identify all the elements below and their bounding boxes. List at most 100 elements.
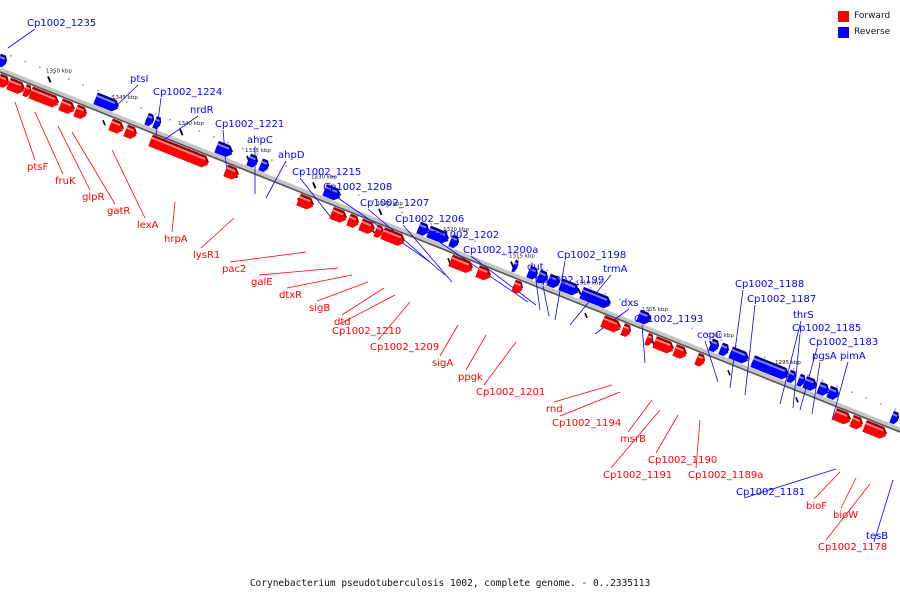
- scale-dot: [720, 339, 723, 341]
- reverse-gene-leader: [873, 479, 894, 543]
- forward-gene-leader: [316, 281, 369, 302]
- forward-gene-block: [296, 193, 315, 210]
- forward-gene-leader: [71, 131, 116, 205]
- forward-gene-label: sigB: [309, 303, 330, 314]
- reverse-gene-block: [258, 158, 270, 173]
- scale-dot: [517, 258, 520, 260]
- forward-gene-label: galE: [251, 277, 273, 288]
- scale-dot: [778, 362, 781, 364]
- minor-tick: [727, 369, 731, 376]
- scale-dot: [169, 118, 172, 121]
- reverse-gene-label: Cp1002_1185: [792, 323, 861, 334]
- forward-gene-block: [148, 134, 210, 168]
- forward-gene-leader: [200, 217, 235, 249]
- forward-gene-label: dtxR: [279, 290, 302, 301]
- scale-dot: [198, 130, 201, 132]
- reverse-gene-leader: [779, 320, 802, 405]
- forward-gene-leader: [610, 409, 661, 469]
- reverse-gene-label: Cp1002_1221: [215, 119, 284, 130]
- reverse-gene-block: [416, 221, 430, 236]
- forward-gene-block: [373, 224, 384, 238]
- reverse-gene-label: ptsI: [130, 74, 148, 85]
- forward-gene-label: fruK: [55, 176, 76, 187]
- minor-tick: [795, 397, 799, 403]
- scale-dot: [604, 292, 607, 295]
- reverse-gene-block: [536, 269, 549, 284]
- scale-dot: [749, 350, 752, 353]
- reverse-gene-block: [322, 184, 342, 201]
- reverse-gene-label: copC: [697, 330, 722, 341]
- scale-dot: [851, 391, 853, 393]
- forward-gene-block: [223, 164, 240, 180]
- forward-gene-block: [28, 86, 60, 108]
- reverse-gene-label: trmA: [603, 264, 628, 275]
- scale-dot: [68, 78, 70, 80]
- reverse-gene-label: thrS: [793, 310, 814, 321]
- forward-gene-label: Cp1002_1210: [332, 326, 401, 337]
- reverse-gene-block: [558, 278, 580, 296]
- forward-gene-label: ptsF: [27, 162, 48, 173]
- scale-dot: [387, 205, 389, 208]
- forward-gene-label: Cp1002_1191: [603, 470, 672, 481]
- reverse-gene-leader: [470, 255, 537, 306]
- scale-dot: [155, 113, 157, 115]
- scale-dot: [691, 327, 694, 330]
- forward-gene-leader: [111, 149, 146, 219]
- scale-dot: [343, 188, 346, 190]
- forward-gene-block: [475, 265, 492, 281]
- scale-dot: [459, 234, 462, 237]
- reverse-gene-block: [708, 338, 720, 353]
- reverse-gene-leader: [367, 208, 446, 276]
- genome-caption: Corynebacterium pseudotuberculosis 1002,…: [249, 578, 651, 589]
- reverse-gene-block: [144, 112, 155, 127]
- scale-dot: [111, 95, 114, 98]
- reverse-gene-block: [802, 376, 818, 391]
- reverse-gene-label: ahpC: [247, 135, 273, 146]
- forward-gene-leader: [553, 384, 613, 403]
- reverse-gene-label: Cp1002_1207: [360, 198, 429, 209]
- scale-dot: [314, 176, 317, 179]
- reverse-gene-label: Cp1002_1183: [809, 337, 878, 348]
- scale-dot: [488, 246, 491, 248]
- reverse-gene-leader: [299, 177, 334, 221]
- forward-gene-block: [832, 408, 852, 425]
- forward-gene-block: [380, 227, 406, 246]
- legend-forward-swatch: [838, 10, 849, 22]
- reverse-gene-block: [214, 140, 234, 158]
- reverse-gene-block: [546, 273, 561, 289]
- reverse-gene-label: Cp1002_1235: [27, 18, 96, 29]
- reverse-gene-label: Cp1002_1187: [747, 294, 816, 305]
- forward-gene-label: rnd: [546, 404, 563, 415]
- forward-gene-block: [511, 279, 524, 294]
- kbp-tick-label: 1335 kbp: [245, 148, 271, 154]
- scale-dot: [416, 217, 418, 219]
- minor-tick: [584, 312, 588, 319]
- reverse-gene-label: pgsA: [812, 351, 837, 362]
- reverse-gene-block: [786, 369, 797, 384]
- reverse-gene-leader: [641, 324, 646, 364]
- scale-dot: [53, 72, 56, 74]
- scale-dot: [677, 321, 679, 324]
- kbp-tick-label: 1310 kbp: [576, 280, 602, 286]
- forward-gene-block: [448, 254, 474, 274]
- gene-blocks: [0, 53, 900, 439]
- forward-gene-block: [358, 218, 376, 234]
- reverse-gene-block: [152, 116, 162, 130]
- reverse-gene-label: Cp1002_1202: [430, 230, 499, 241]
- forward-gene-leader: [229, 251, 307, 263]
- forward-gene-block: [600, 315, 622, 333]
- minor-tick: [102, 119, 106, 126]
- forward-gene-block: [672, 344, 688, 359]
- forward-gene-label: gatR: [107, 206, 130, 217]
- forward-gene-leader: [559, 391, 621, 417]
- forward-gene-label: glpR: [82, 192, 104, 203]
- reverse-gene-block: [579, 286, 612, 309]
- scale-dot: [532, 263, 534, 266]
- reverse-gene-block: [526, 265, 539, 280]
- scale-dot: [271, 159, 273, 161]
- reverse-gene-block: [426, 225, 450, 244]
- scale-dot: [648, 310, 650, 312]
- forward-gene-leader: [57, 125, 91, 191]
- kbp-tick-label: 1350 kbp: [46, 68, 72, 74]
- reverse-gene-label: Cp1002_1198: [557, 250, 626, 261]
